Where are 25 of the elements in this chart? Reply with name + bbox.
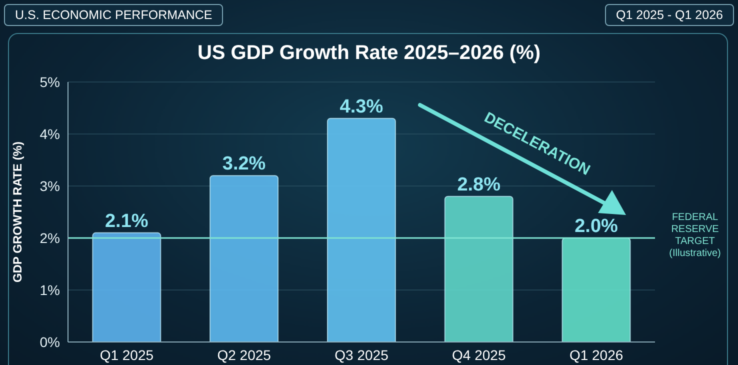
y-tick-label: 2% [40, 230, 60, 246]
y-tick-label: 3% [40, 178, 60, 194]
y-tick-label: 1% [40, 282, 60, 298]
data-label: 3.2% [222, 154, 266, 175]
y-tick-label: 5% [40, 74, 60, 90]
x-tick-label: Q1 2025 [100, 346, 154, 363]
x-tick-label: Q3 2025 [334, 346, 389, 363]
bar [562, 238, 631, 342]
bar [92, 232, 162, 342]
bar [210, 175, 279, 342]
y-tick-label: 0% [40, 334, 60, 350]
chart-title: US GDP Growth Rate 2025–2026 (%) [196, 42, 542, 65]
y-tick-label: 4% [40, 126, 60, 142]
chart-subtitle: Q1 2025 - Q1 2026 [604, 4, 734, 26]
y-axis-title: GDP GROWTH RATE (%) [10, 142, 24, 282]
data-label: 2.1% [105, 210, 148, 232]
data-label: 2.8% [457, 174, 501, 196]
x-tick-label: Q1 2026 [569, 346, 624, 363]
bar [326, 118, 396, 342]
ref-line-label: FEDERAL RESERVE TARGET (Illustrative) [669, 212, 721, 259]
text: U.S. ECONOMIC PERFORMANCE [4, 4, 224, 26]
data-label: 2.0% [574, 216, 618, 237]
x-tick-label: Q4 2025 [452, 346, 506, 363]
data-label: 4.3% [340, 96, 384, 118]
x-tick-label: Q2 2025 [217, 346, 272, 363]
